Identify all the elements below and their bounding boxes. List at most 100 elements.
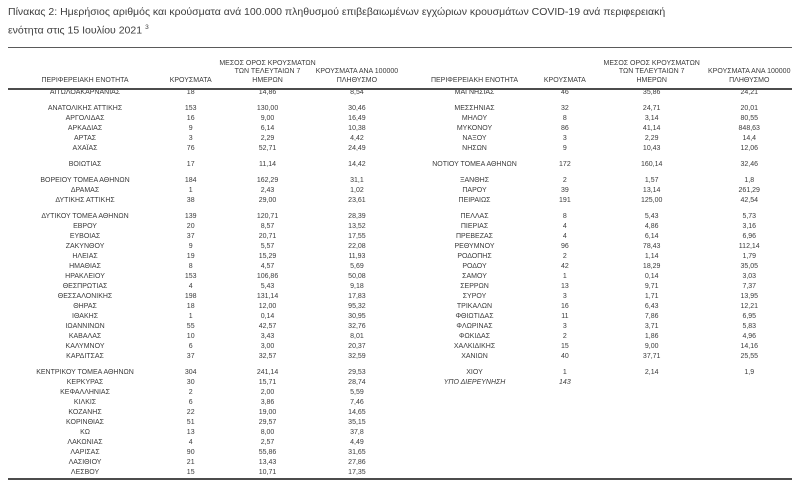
cell-cases: 2 <box>562 253 567 260</box>
cell-avg7: 6,14 <box>644 233 659 240</box>
table-row: ΠΑΡΟΥ 39 13,14 261,29 <box>416 186 792 196</box>
cell-per100k: 28,39 <box>348 213 366 220</box>
cell-cases: 37 <box>186 353 195 360</box>
table-row: ΚΕΝΤΡΙΚΟΥ ΤΟΜΕΑ ΑΘΗΝΩΝ 304 241,14 29,53 <box>8 368 398 378</box>
cell-cases: 76 <box>186 145 195 152</box>
covid-table-left: ΠΕΡΙΦΕΡΕΙΑΚΗ ΕΝΟΤΗΤΑ ΚΡΟΥΣΜΑΤΑ ΜΕΣΟΣ ΟΡΟΣ … <box>8 48 398 478</box>
cell-cases: 17 <box>186 161 195 168</box>
cell-per100k: 17,35 <box>348 469 366 476</box>
title-footnote-marker: 3 <box>145 24 149 31</box>
cell-per100k: 12,21 <box>740 303 759 310</box>
cell-per100k <box>707 378 793 388</box>
cell-region: ΘΗΡΑΣ <box>73 303 97 310</box>
table-row: ΔΥΤΙΚΗΣ ΑΤΤΙΚΗΣ 38 29,00 23,61 <box>8 196 398 206</box>
cell-per100k: 37,8 <box>350 429 364 436</box>
cell-cases: 15 <box>186 469 195 476</box>
cell-region: ΣΑΜΟΥ <box>462 273 487 280</box>
cell-region: ΚΕΡΚΥΡΑΣ <box>66 379 104 386</box>
cell-region: ΥΠΟ ΔΙΕΡΕΥΝΗΣΗ <box>443 379 506 386</box>
cell-per100k: 32,76 <box>348 323 366 330</box>
cell-cases: 22 <box>186 409 195 416</box>
cell-per100k: 32,59 <box>348 353 366 360</box>
cell-per100k: 50,08 <box>348 273 366 280</box>
cell-cases: 139 <box>184 213 197 220</box>
cell-per100k: 8,54 <box>350 89 364 96</box>
cell-avg7: 13,14 <box>642 187 661 194</box>
cell-cases: 153 <box>184 105 197 112</box>
cell-cases: 90 <box>186 449 195 456</box>
table-row: ΗΜΑΘΙΑΣ 8 4,57 5,69 <box>8 262 398 272</box>
table-row: ΙΩΑΝΝΙΝΩΝ 55 42,57 32,76 <box>8 322 398 332</box>
table-row: ΣΥΡΟΥ 3 1,71 13,95 <box>416 292 792 302</box>
cell-region: ΒΟΙΩΤΙΑΣ <box>68 161 102 168</box>
cell-avg7: 9,00 <box>644 343 659 350</box>
cell-region: ΑΝΑΤΟΛΙΚΗΣ ΑΤΤΙΚΗΣ <box>47 105 123 112</box>
cell-avg7: 1,86 <box>644 333 659 340</box>
cell-region: ΒΟΡΕΙΟΥ ΤΟΜΕΑ ΑΘΗΝΩΝ <box>40 177 130 184</box>
column-header-cases: ΚΡΟΥΣΜΑΤΑ <box>162 48 219 88</box>
cell-cases: 10 <box>186 333 195 340</box>
cell-region: ΧΑΝΙΩΝ <box>461 353 488 360</box>
cell-avg7: 6,43 <box>644 303 659 310</box>
cell-cases: 13 <box>560 283 569 290</box>
cell-avg7: 19,00 <box>258 409 277 416</box>
column-header-line: ΤΩΝ ΤΕΛΕΥΤΑΙΩΝ 7 <box>234 68 301 75</box>
column-header-line: ΚΡΟΥΣΜΑΤΑ <box>169 76 212 84</box>
cell-cases: 19 <box>186 253 195 260</box>
cell-avg7: 0,14 <box>260 313 275 320</box>
cell-cases: 304 <box>184 369 197 376</box>
column-header-line: ΚΡΟΥΣΜΑΤΑ ΑΝΑ 100000 <box>708 68 791 75</box>
table-row: ΣΕΡΡΩΝ 13 9,71 7,37 <box>416 282 792 292</box>
cell-avg7: 5,43 <box>644 213 659 220</box>
table-row: ΡΕΘΥΜΝΟΥ 96 78,43 112,14 <box>416 242 792 252</box>
table-row: ΠΕΛΛΑΣ 8 5,43 5,73 <box>416 212 792 222</box>
cell-region: ΠΑΡΟΥ <box>462 187 487 194</box>
table-row: ΦΛΩΡΙΝΑΣ 3 3,71 5,83 <box>416 322 792 332</box>
cell-per100k: 1,8 <box>744 177 755 184</box>
table-row: ΦΩΚΙΔΑΣ 2 1,86 4,96 <box>416 332 792 342</box>
cell-per100k: 6,95 <box>742 313 757 320</box>
cell-avg7: 12,00 <box>258 303 277 310</box>
cell-per100k: 20,37 <box>348 343 366 350</box>
cell-region: ΝΗΣΩΝ <box>462 145 487 152</box>
cell-per100k: 35,15 <box>348 419 366 426</box>
cell-cases: 6 <box>188 343 193 350</box>
cell-region: ΚΑΒΑΛΑΣ <box>68 333 102 340</box>
table-row: ΒΟΡΕΙΟΥ ΤΟΜΕΑ ΑΘΗΝΩΝ 184 162,29 31,1 <box>8 176 398 186</box>
cell-cases: 20 <box>186 223 195 230</box>
column-header-line: ΠΛΗΘΥΣΜΟ <box>729 76 770 84</box>
table-row: ΚΑΒΑΛΑΣ 10 3,43 8,01 <box>8 332 398 342</box>
cell-avg7: 35,86 <box>642 89 661 96</box>
table-row: ΑΧΑΪΑΣ 76 52,71 24,49 <box>8 144 398 154</box>
cell-cases: 11 <box>561 313 569 320</box>
column-header-cases: ΚΡΟΥΣΜΑΤΑ <box>533 48 597 88</box>
cell-region: ΗΡΑΚΛΕΙΟΥ <box>65 273 105 280</box>
cell-per100k: 5,73 <box>742 213 757 220</box>
cell-avg7: 2,14 <box>644 369 659 376</box>
cell-region: ΚΩ <box>80 429 90 436</box>
cell-region: ΡΟΔΟΠΗΣ <box>457 253 492 260</box>
table-row: ΑΡΤΑΣ 3 2,29 4,42 <box>8 134 398 144</box>
cell-region: ΚΑΛΥΜΝΟΥ <box>65 343 105 350</box>
table-row: ΔΥΤΙΚΟΥ ΤΟΜΕΑ ΑΘΗΝΩΝ 139 120,71 28,39 <box>8 212 398 222</box>
cell-cases: 191 <box>559 197 571 204</box>
cell-cases: 2 <box>562 177 567 184</box>
table-row: ΛΕΣΒΟΥ 15 10,71 17,35 <box>8 468 398 478</box>
column-header-line: ΜΕΣΟΣ ΟΡΟΣ ΚΡΟΥΣΜΑΤΩΝ <box>219 59 316 67</box>
cell-avg7: 131,14 <box>256 293 279 300</box>
cell-per100k: 3,03 <box>742 273 757 280</box>
cell-avg7: 1,14 <box>644 253 659 260</box>
cell-avg7: 2,57 <box>260 439 275 446</box>
cell-cases: 32 <box>560 105 569 112</box>
cell-avg7: 15,71 <box>258 379 277 386</box>
table-row: ΞΑΝΘΗΣ 2 1,57 1,8 <box>416 176 792 186</box>
cell-region: ΔΡΑΜΑΣ <box>70 187 100 194</box>
table-row: ΚΟΡΙΝΘΙΑΣ 51 29,57 35,15 <box>8 418 398 428</box>
table-row: ΝΑΞΟΥ 3 2,29 14,4 <box>416 134 792 144</box>
cell-cases: 38 <box>186 197 195 204</box>
cell-region: ΠΡΕΒΕΖΑΣ <box>456 233 494 240</box>
cell-region: ΙΩΑΝΝΙΝΩΝ <box>65 323 105 330</box>
cell-avg7: 5,43 <box>260 283 275 290</box>
table-row: ΧΙΟΥ 1 2,14 1,9 <box>416 368 792 378</box>
